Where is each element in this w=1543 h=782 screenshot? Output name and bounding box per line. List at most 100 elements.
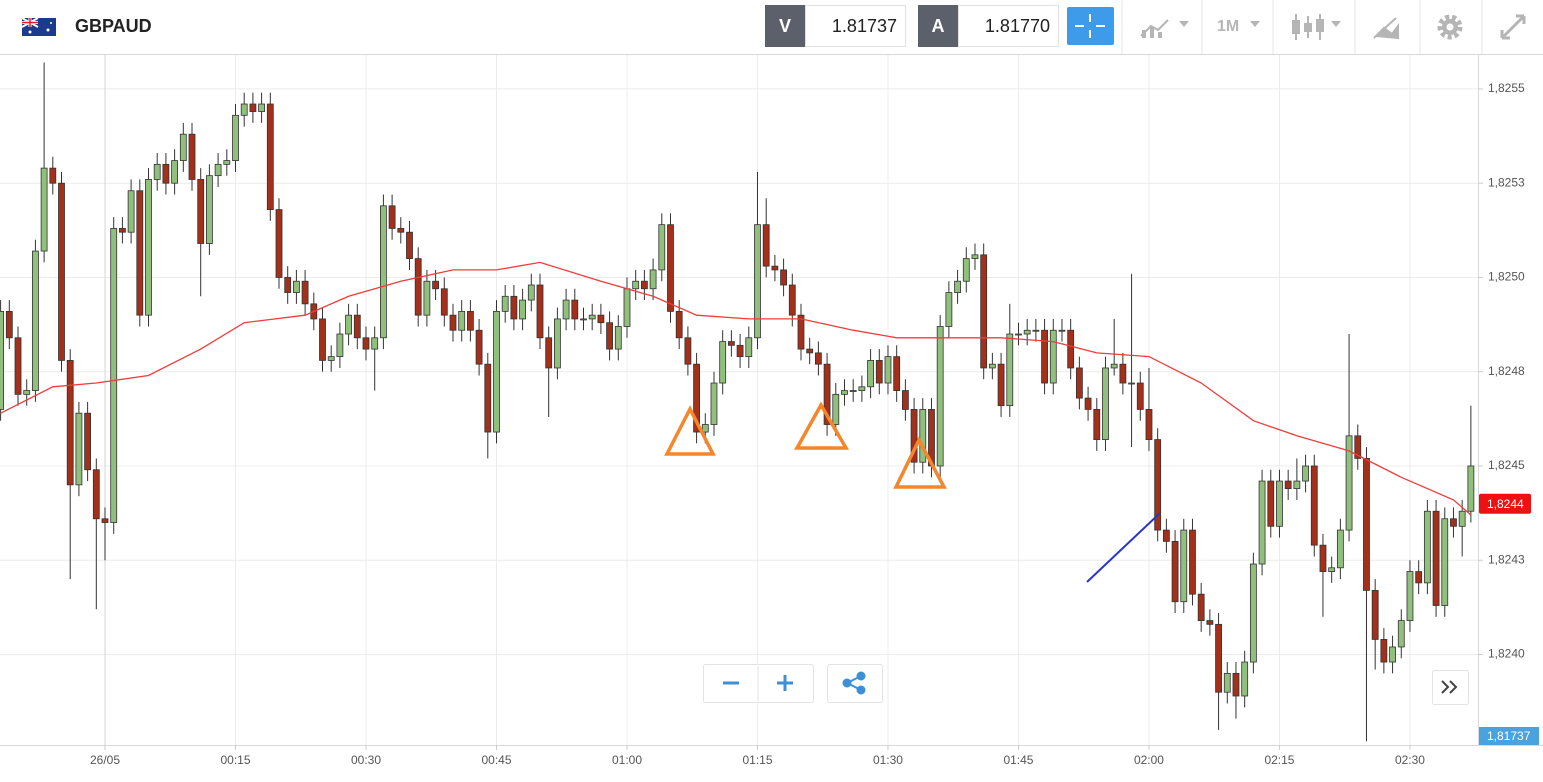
y-tick-label: 1,8243 [1488,552,1525,566]
candle-body [1249,563,1257,663]
fullscreen-button[interactable] [1500,14,1526,40]
candle-body [127,190,135,233]
candle-body [684,337,692,365]
candle-body [945,292,953,327]
bid-box [805,5,906,47]
candle-body [119,228,126,233]
x-tick-label: 02:30 [1395,753,1425,767]
x-tick-label: 00:45 [481,753,511,767]
draw-tool-button[interactable] [1373,17,1399,40]
timeframe[interactable]: 1M [1217,18,1239,35]
candle-body [675,310,683,339]
candle-body [353,314,361,339]
zoom-in-button[interactable] [777,675,793,691]
y-tick-label: 1,8253 [1488,175,1525,189]
candle-body [1336,529,1344,569]
candle-body [466,310,474,331]
x-tick-label: 01:30 [873,753,903,767]
candle-body [397,228,405,233]
candle-body [5,310,13,339]
candle-body [1345,435,1353,531]
candle-body [710,382,718,425]
candle-body [1075,367,1083,399]
ask-button[interactable] [918,5,958,47]
candle-body [597,314,605,324]
candle-body [606,322,613,350]
scroll-end-button[interactable] [1432,670,1469,705]
candle-body [284,277,292,293]
ask-price: 1.81770 [985,16,1050,36]
candle-body [553,318,561,369]
candle-body [1406,571,1414,621]
candle-body [910,409,918,463]
candle-body [145,179,152,316]
share-button[interactable] [827,664,883,703]
candle-body [1136,382,1144,410]
candle-body [1380,639,1388,663]
share-icon [842,671,866,695]
candle-body [1423,510,1431,584]
candle-body [823,363,831,425]
x-tick-label: 01:00 [612,753,642,767]
candle-body [249,103,257,112]
candle-body [632,280,640,290]
trend-line-drawing [1086,512,1161,583]
candle-body [214,163,222,177]
candle-body [75,412,83,486]
candle-body [301,280,309,305]
candle-body [780,269,787,286]
candle-body [832,393,840,425]
candle-body [379,205,387,339]
candle-body [1432,510,1440,606]
candle-body [919,409,927,463]
candle-body [49,167,57,184]
candle-body [1319,544,1327,572]
candle-body [23,390,31,395]
candle-body [458,310,466,331]
candle-body [501,295,509,312]
candle-body [623,288,631,327]
candle-body [1267,480,1275,527]
candle-body [1171,540,1179,603]
y-tick-label: 1,8240 [1488,647,1525,661]
candle-body [640,280,648,290]
candle-type-button[interactable] [1292,14,1341,40]
candle-body [745,337,753,358]
candle-body [988,363,996,369]
candle-body [162,163,170,184]
flag [21,17,56,36]
candle-body [1450,518,1457,527]
candle-body [727,341,735,346]
x-tick-label: 01:45 [1003,753,1033,767]
candle-body [136,190,144,316]
candle-body [1119,363,1127,384]
candle-body [1006,333,1014,407]
candle-body [1389,646,1396,663]
candle-body [188,133,196,180]
candle-body [962,258,970,282]
candle-body [562,299,570,320]
settings-button[interactable] [1437,14,1463,40]
chart-type-button[interactable] [1140,19,1189,38]
candle-body [14,337,22,395]
candle-body [414,258,422,316]
candle-body [588,314,596,320]
candle-body [223,160,231,165]
candle-body [614,326,622,350]
candle-body [1058,329,1066,332]
candle-body [1015,333,1022,336]
candle-body [893,356,901,391]
candle-body [1023,329,1031,335]
candle-body [84,412,92,471]
y-tick-label: 1,8245 [1488,458,1525,472]
y-tick-label: 1,8255 [1488,81,1525,95]
candle-body [345,314,352,335]
candle-body [0,310,5,410]
bid-button[interactable] [765,5,805,47]
crosshair-button[interactable] [1067,7,1114,45]
candle-body [649,269,657,290]
candle-body [1302,465,1309,482]
candle-body [475,329,483,365]
candle-body [484,363,492,433]
candle-body [388,205,396,229]
